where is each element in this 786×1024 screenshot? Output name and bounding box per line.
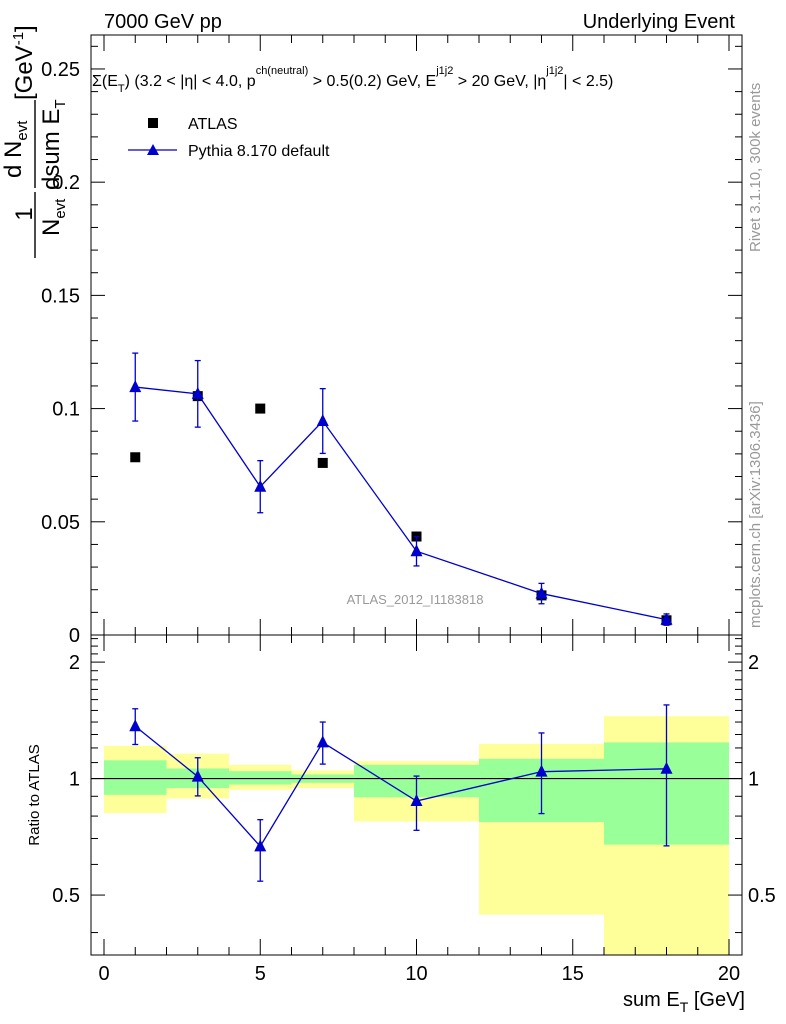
pythia-data-point — [254, 479, 267, 492]
rivet-side-text: Rivet 3.1.10, 300k events — [747, 83, 764, 252]
atlas-data-point — [255, 403, 266, 414]
legend-atlas-marker — [148, 118, 158, 128]
legend-pythia-marker — [147, 144, 159, 155]
ratio-marks — [129, 704, 673, 882]
main-panel: 0 0.05 0.1 0.15 0.2 0.25 Σ(ET) (3.2 < |η| < 4… — [0, 25, 743, 647]
ratio-pythia-point — [191, 769, 204, 782]
header-right-title: Underlying Event — [583, 11, 736, 33]
ratio-ytick-label-right: 0.5 — [748, 885, 776, 907]
ratio-bands — [104, 716, 729, 955]
ylabel-one: 1 — [11, 207, 38, 220]
ratio-inner-band — [104, 760, 167, 795]
main-ytick-label: 0.05 — [41, 512, 80, 534]
ratio-xtick-label: 10 — [405, 963, 427, 985]
pythia-data-point — [129, 380, 142, 393]
main-ticks — [91, 35, 742, 636]
ratio-ytick-label-left: 2 — [69, 652, 80, 674]
ratio-pythia-point — [129, 719, 142, 732]
x-axis-label: sum ET [GeV] — [623, 989, 745, 1015]
main-annotation: Σ(ET) (3.2 < |η| < 4.0, pch(neutral) > 0… — [92, 65, 613, 95]
ratio-pythia-point — [316, 735, 329, 748]
legend-pythia-label: Pythia 8.170 default — [188, 143, 330, 160]
ratio-xtick-label: 20 — [718, 963, 740, 985]
mcplots-side-text: mcplots.cern.ch [arXiv:1306.3436] — [747, 401, 764, 628]
ratio-pythia-point — [660, 761, 673, 774]
ylabel-unit: [GeV-1] — [10, 25, 38, 100]
ratio-xtick-label: 5 — [255, 963, 266, 985]
header-left-title: 7000 GeV pp — [104, 11, 222, 33]
ratio-pythia-point — [410, 794, 423, 807]
legend: ATLAS Pythia 8.170 default — [128, 116, 330, 160]
main-ytick-label: 0.2 — [52, 172, 80, 194]
ratio-inner-band — [229, 771, 292, 785]
ratio-pythia-point — [254, 839, 267, 852]
ylabel-dsum: dsum ET — [38, 99, 69, 190]
ratio-xtick-label: 0 — [98, 963, 109, 985]
ratio-ytick-label-right: 1 — [748, 769, 759, 791]
pythia-data-point — [535, 586, 548, 599]
ratio-ytick-labels: 0.5 0.5 1 1 2 2 — [52, 652, 776, 907]
ylabel-dnevt: d Nevt — [0, 120, 31, 178]
atlas-data-point — [130, 452, 141, 463]
ratio-xtick-labels: 0 5 10 15 20 — [98, 963, 740, 985]
pythia-line — [135, 386, 667, 621]
pythia-data-point — [410, 544, 423, 557]
main-ytick-label: 0.1 — [52, 399, 80, 421]
main-ytick-labels: 0 0.05 0.1 0.15 0.2 0.25 — [41, 59, 80, 647]
main-ytick-label: 0.15 — [41, 285, 80, 307]
ratio-ytick-label-left: 1 — [69, 769, 80, 791]
pythia-data-point — [191, 386, 204, 399]
main-ylabel: 1 Nevt d Nevt dsum ET [GeV-1] — [0, 25, 69, 258]
ratio-pythia-point — [535, 764, 548, 777]
main-marks — [129, 352, 673, 626]
ratio-ticks — [91, 635, 742, 955]
main-ytick-label: 0 — [69, 625, 80, 647]
legend-atlas-label: ATLAS — [188, 116, 238, 133]
main-ytick-label: 0.25 — [41, 59, 80, 81]
ratio-ylabel: Ratio to ATLAS — [26, 744, 43, 845]
ratio-panel: 0.5 0.5 1 1 2 2 0 5 10 15 20 Ratio to ATLAS sum E… — [26, 634, 776, 1015]
ratio-ytick-label-right: 2 — [748, 652, 759, 674]
atlas-data-point — [317, 457, 328, 468]
ratio-ytick-label-left: 0.5 — [52, 885, 80, 907]
ratio-xtick-label: 15 — [562, 963, 584, 985]
pythia-data-point — [660, 612, 673, 625]
pythia-data-point — [316, 414, 329, 427]
analysis-watermark: ATLAS_2012_I1183818 — [347, 592, 484, 607]
ylabel-nevt: Nevt — [38, 198, 69, 236]
